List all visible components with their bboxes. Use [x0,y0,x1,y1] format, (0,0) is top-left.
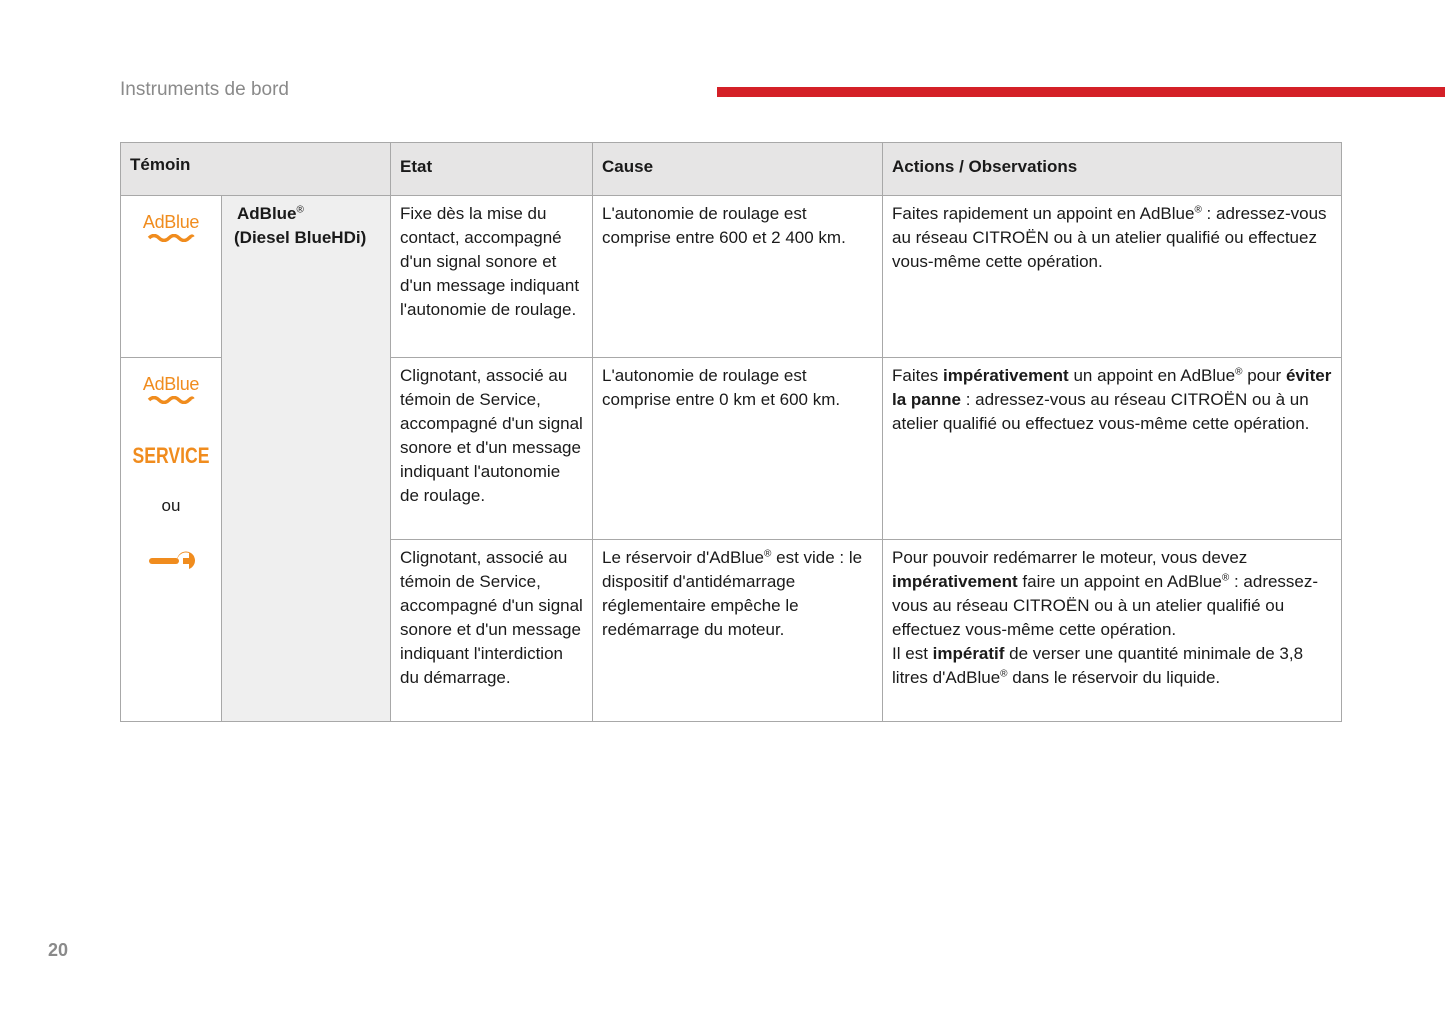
header-etat: Etat [390,142,594,196]
emphasis: impératif [932,644,1005,663]
text: Faites [892,366,944,385]
header-accent-bar [717,87,1445,97]
text: est vide : le dispositif d'antidémarrage… [602,548,863,639]
registered-mark: ® [1235,366,1243,378]
emphasis: éviter la panne [892,366,1332,409]
cause-cell: L'autonomie de roulage est comprise entr… [592,195,884,358]
text: : adressez-vous au réseau CITROËN ou à u… [892,204,1327,271]
emphasis: impérativement [892,572,1018,591]
actions-cell: Faites rapidement un appoint en AdBlue® … [882,195,1343,358]
adblue-wave-icon [147,396,195,404]
wrench-icon [149,551,195,569]
adblue-icon-label: AdBlue [142,212,200,232]
text: de verser une quantité minimale de 3,8 l… [892,644,1304,687]
adblue-indicator-cell: AdBlue [120,195,222,358]
page-number: 20 [48,940,69,960]
emphasis: impérativement [943,366,1069,385]
warning-lights-table: Témoin Etat Cause Actions / Observations… [119,142,1343,722]
header-temoin: Témoin [119,142,392,196]
adblue-wave-icon [147,234,195,242]
text: Il est [892,644,933,663]
etat-cell: Clignotant, associé au témoin de Service… [390,357,594,540]
text: faire un appoint en AdBlue [1017,572,1222,591]
table-row: AdBlue SERVICE ou Clignotant, associé au… [120,357,1343,722]
adblue-icon-label: AdBlue [142,374,200,394]
table-header-row: Témoin Etat Cause Actions / Observations [119,142,1343,196]
etat-cell: Clignotant, associé au témoin de Service… [390,539,594,722]
actions-cell: Pour pouvoir redémarrer le moteur, vous … [882,539,1343,722]
registered-mark: ® [1000,668,1008,680]
cause-cell: Le réservoir d'AdBlue® est vide : le dis… [592,539,884,722]
text: Le réservoir d'AdBlue [602,548,765,567]
indicator-name-cell: AdBlue® (Diesel BlueHDi) [220,195,392,722]
table-row: Clignotant, associé au témoin de Service… [121,539,1343,722]
indicator-variant: (Diesel BlueHDi) [234,228,367,247]
service-icon: SERVICE [132,443,210,468]
registered-mark: ® [1194,204,1202,216]
text: : adressez-vous au réseau CITROËN ou à u… [892,572,1319,639]
adblue-service-indicator-cell: AdBlue SERVICE ou [120,357,222,722]
text: un appoint en AdBlue [1068,366,1236,385]
etat-cell: Fixe dès la mise du contact, accompagné … [390,195,594,358]
text: Pour pouvoir redémarrer le moteur, vous … [892,548,1248,567]
cause-cell: L'autonomie de roulage est comprise entr… [592,357,884,540]
actions-cell: Faites impérativement un appoint en AdBl… [882,357,1343,540]
registered-mark: ® [764,548,772,560]
table-row: AdBlue AdBlue® (Diesel BlueHDi) Fixe dès… [120,195,1343,722]
header-cause: Cause [592,142,884,196]
text: Faites rapidement un appoint en AdBlue [892,204,1195,223]
text: dans le réservoir du liquide. [1007,668,1221,687]
registered-mark: ® [1221,572,1230,584]
section-title: Instruments de bord [120,79,289,100]
registered-mark: ® [296,204,304,216]
text: : adressez-vous au réseau CITROËN ou à u… [892,390,1310,433]
or-label: ou [161,496,181,515]
header-actions: Actions / Observations [882,142,1343,196]
text: pour [1242,366,1286,385]
indicator-name: AdBlue [237,204,297,223]
